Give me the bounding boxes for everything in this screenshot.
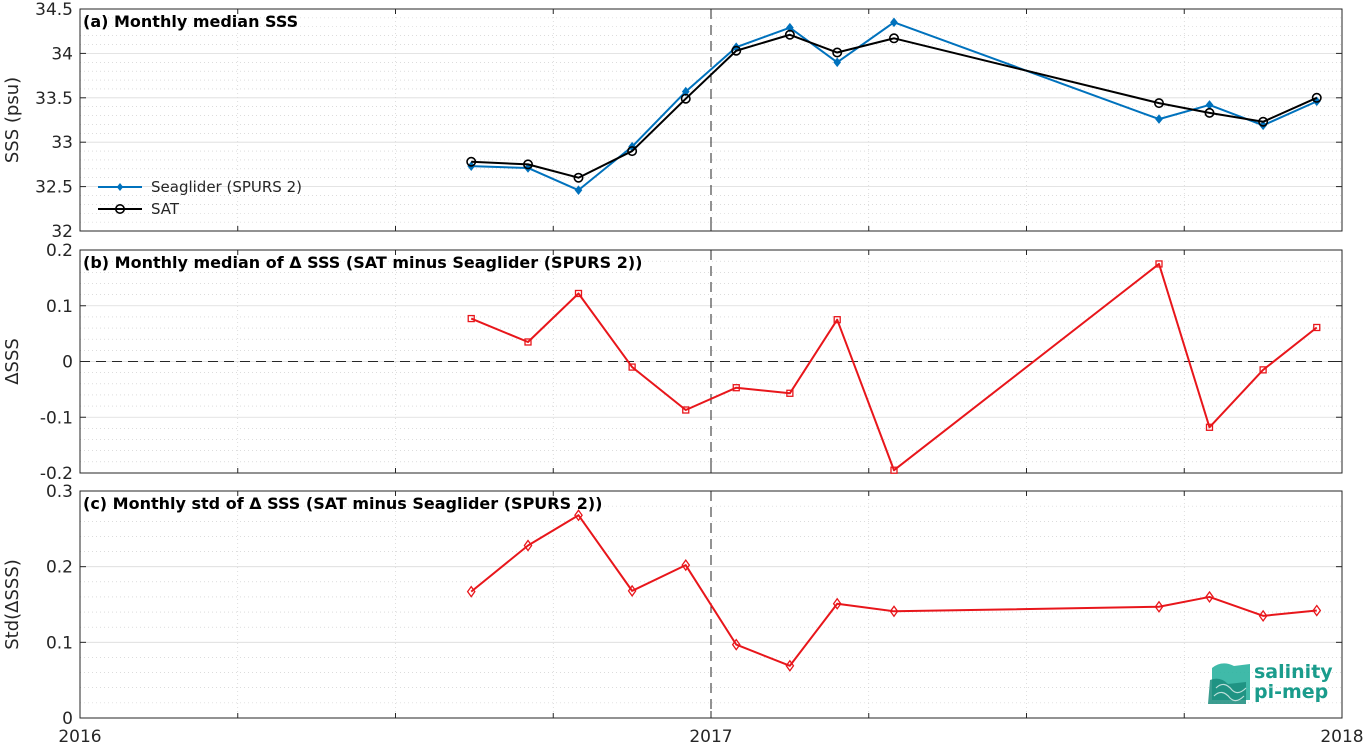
data-point [833, 316, 841, 324]
data-point [681, 86, 690, 97]
legend-label: SAT [151, 200, 180, 218]
series-sat [466, 29, 1322, 183]
data-point [1205, 590, 1214, 604]
y-tick-label: 0.3 [46, 482, 73, 502]
data-point [784, 29, 795, 40]
y-tick-label: 33 [51, 133, 73, 153]
data-point [1155, 114, 1163, 124]
legend-marker [115, 204, 126, 215]
data-point [731, 45, 742, 56]
data-point [1205, 423, 1214, 431]
data-point [1154, 600, 1164, 613]
panel-b: -0.2 -0.1 0 0.1 0.2 ΔSSS (b) Monthly median of… [2, 241, 1343, 484]
series-line [470, 514, 1317, 667]
data-point [573, 172, 584, 183]
data-point [467, 314, 475, 323]
data-point [574, 289, 583, 298]
series-delta-1 [467, 260, 1321, 474]
legend-marker [116, 183, 124, 191]
data-point [786, 389, 794, 397]
data-point [832, 47, 843, 58]
data-point [833, 57, 842, 68]
data-point [1154, 98, 1165, 109]
data-point [890, 17, 898, 28]
series-delta-2 [466, 509, 1322, 672]
data-point [785, 659, 795, 672]
series-line [470, 262, 1318, 472]
y-tick-label: 0 [62, 353, 73, 373]
y-tick-label: 0.2 [46, 241, 73, 261]
data-point [1313, 323, 1321, 332]
data-point [466, 156, 477, 167]
data-point [523, 539, 533, 552]
y-axis-label: SSS (psu) [2, 77, 23, 163]
y-tick-label: -0.1 [40, 408, 73, 428]
panel-title: (b) Monthly median of Δ SSS (SAT minus S… [83, 253, 642, 272]
data-point [1258, 609, 1268, 622]
panel-c: 0 0.1 0.2 0.3 Std(ΔSSS) (c) Monthly std of Δ … [2, 482, 1364, 745]
y-tick-label: 32 [51, 222, 73, 242]
series-line [471, 33, 1318, 179]
data-point [681, 559, 691, 572]
data-point [1204, 107, 1215, 118]
logo-text-salinity: salinity [1254, 661, 1333, 683]
data-point [889, 605, 899, 618]
legend-label: Seaglider (SPURS 2) [151, 178, 302, 196]
data-point [1258, 116, 1269, 127]
salinity-pi-mep-logo: salinity pi-mep [1208, 661, 1333, 704]
y-tick-label: 0.1 [46, 297, 73, 317]
data-point [627, 584, 637, 597]
data-point [466, 585, 476, 598]
y-tick-label: -0.2 [40, 464, 73, 484]
series-line [471, 21, 1318, 192]
data-point [888, 33, 899, 44]
data-point [523, 159, 534, 170]
y-tick-label: 34.5 [35, 0, 73, 20]
y-tick-label: 32.5 [35, 178, 73, 198]
legend: Seaglider (SPURS 2) SAT [98, 178, 302, 218]
data-point [1155, 260, 1163, 268]
logo-text-pi-mep: pi-mep [1254, 681, 1328, 703]
y-tick-label: 33.5 [35, 89, 73, 109]
panel-title: (c) Monthly std of Δ SSS (SAT minus Seag… [83, 494, 602, 513]
logo-mark [1208, 663, 1250, 704]
data-point [1205, 100, 1214, 110]
data-point [574, 185, 583, 195]
data-point [682, 406, 690, 414]
data-point [1259, 366, 1267, 374]
y-tick-label: 0 [62, 709, 73, 729]
data-point [680, 93, 691, 104]
y-axis-label: ΔSSS [2, 338, 23, 385]
data-point [627, 146, 638, 157]
data-point [628, 363, 636, 371]
x-tick-label: 2018 [1320, 727, 1363, 745]
data-point [786, 22, 794, 33]
data-point [574, 509, 583, 522]
data-point [524, 338, 532, 346]
panel-a: 32 32.5 33 33.5 34 34.5 SSS (psu) (a) Monthly m… [2, 0, 1343, 242]
data-point [1312, 604, 1322, 617]
y-tick-label: 0.2 [46, 558, 73, 578]
panel-title: (a) Monthly median SSS [83, 12, 298, 31]
data-point [731, 638, 741, 651]
data-point [732, 384, 740, 392]
y-axis-label: Std(ΔSSS) [2, 559, 23, 650]
data-point [1311, 92, 1322, 103]
data-point [832, 597, 842, 610]
x-tick-label: 2017 [689, 727, 732, 745]
data-point [890, 466, 898, 474]
y-tick-label: 34 [51, 44, 73, 64]
y-tick-label: 0.1 [46, 633, 73, 653]
x-tick-label: 2016 [58, 727, 101, 745]
